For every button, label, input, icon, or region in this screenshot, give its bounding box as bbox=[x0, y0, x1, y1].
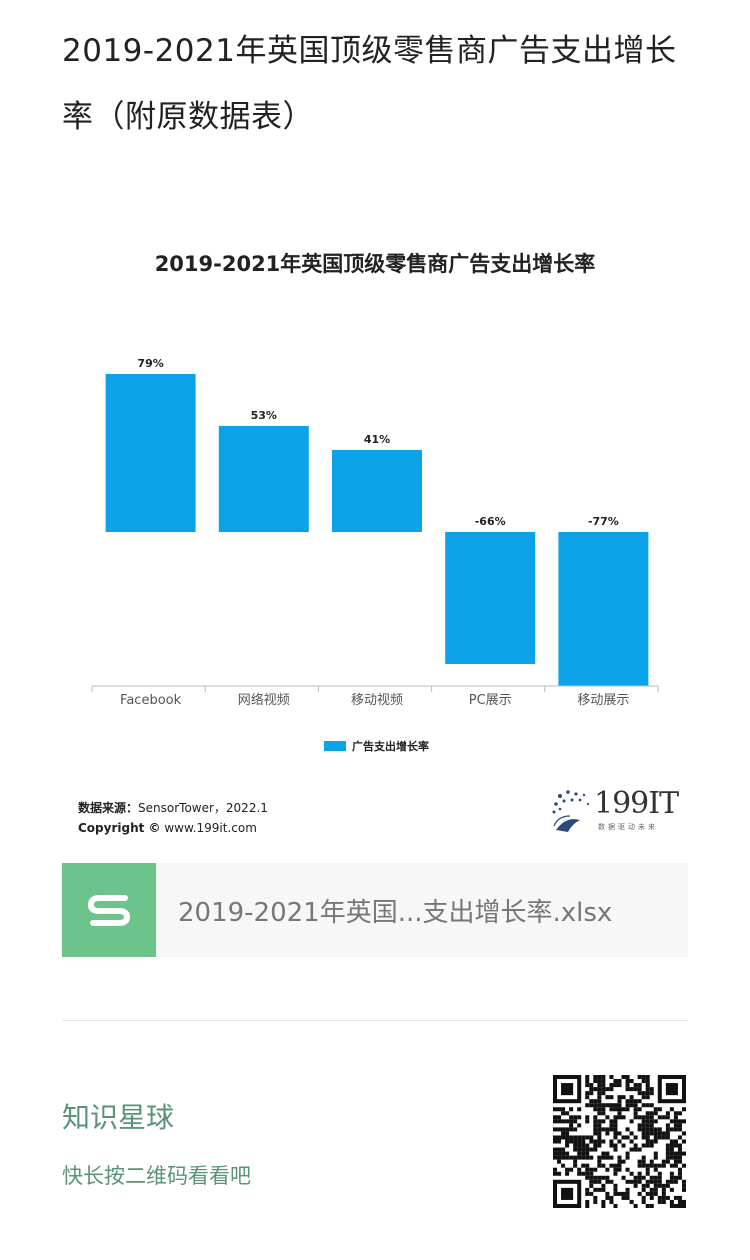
article-title: 2019-2021年英国顶级零售商广告支出增长率（附原数据表） bbox=[62, 33, 677, 135]
brand-logo: 199IT 数据驱动未来 bbox=[550, 786, 690, 836]
source-value: SensorTower，2022.1 bbox=[138, 801, 268, 815]
bar-Facebook bbox=[105, 374, 196, 532]
x-tick-label: Facebook bbox=[120, 693, 182, 708]
chart-source: 数据来源：SensorTower，2022.1 Copyright © www.… bbox=[78, 798, 268, 838]
chart-title: 2019-2021年英国顶级零售商广告支出增长率 bbox=[154, 252, 596, 276]
spreadsheet-s-icon bbox=[62, 863, 156, 957]
chart-image: 2019-2021年英国顶级零售商广告支出增长率 79% Facebook 53% 网… bbox=[62, 220, 688, 850]
copyright-label: Copyright © bbox=[78, 821, 161, 835]
logo-text: 199IT bbox=[594, 786, 679, 821]
data-label: -77% bbox=[588, 515, 619, 528]
bar-PC展示 bbox=[445, 532, 536, 664]
attachment-card[interactable]: 2019-2021年英国...支出增长率.xlsx bbox=[62, 863, 688, 957]
footer-title: 知识星球 bbox=[62, 1101, 175, 1134]
copyright-value: www.199it.com bbox=[160, 821, 257, 835]
source-label: 数据来源： bbox=[78, 801, 139, 815]
attachment-filename: 2019-2021年英国...支出增长率.xlsx bbox=[178, 897, 613, 928]
dandelion-icon bbox=[552, 790, 590, 832]
legend-label: 广告支出增长率 bbox=[352, 740, 429, 753]
bar-移动视频 bbox=[332, 450, 422, 532]
data-label: -66% bbox=[475, 515, 506, 528]
x-tick-label: 网络视频 bbox=[238, 692, 290, 708]
legend-swatch bbox=[324, 741, 346, 751]
chart-legend: 广告支出增长率 bbox=[324, 738, 429, 754]
bar-移动展示 bbox=[558, 532, 649, 686]
qr-code[interactable] bbox=[553, 1075, 686, 1208]
section-divider bbox=[62, 1020, 688, 1021]
x-tick-label: 移动展示 bbox=[577, 693, 629, 708]
bar-chart: 79% Facebook 53% 网络视频 41% 移动视频 -66% PC展示 -77% 移动展… bbox=[91, 357, 659, 708]
logo-tagline: 数据驱动未来 bbox=[598, 823, 658, 831]
data-label: 79% bbox=[137, 357, 163, 370]
x-tick-label: 移动视频 bbox=[351, 693, 403, 708]
data-label: 53% bbox=[251, 409, 277, 422]
x-tick-label: PC展示 bbox=[469, 693, 512, 708]
bar-网络视频 bbox=[218, 426, 309, 532]
data-label: 41% bbox=[364, 433, 390, 446]
footer-subtitle: 快长按二维码看看吧 bbox=[62, 1164, 251, 1188]
